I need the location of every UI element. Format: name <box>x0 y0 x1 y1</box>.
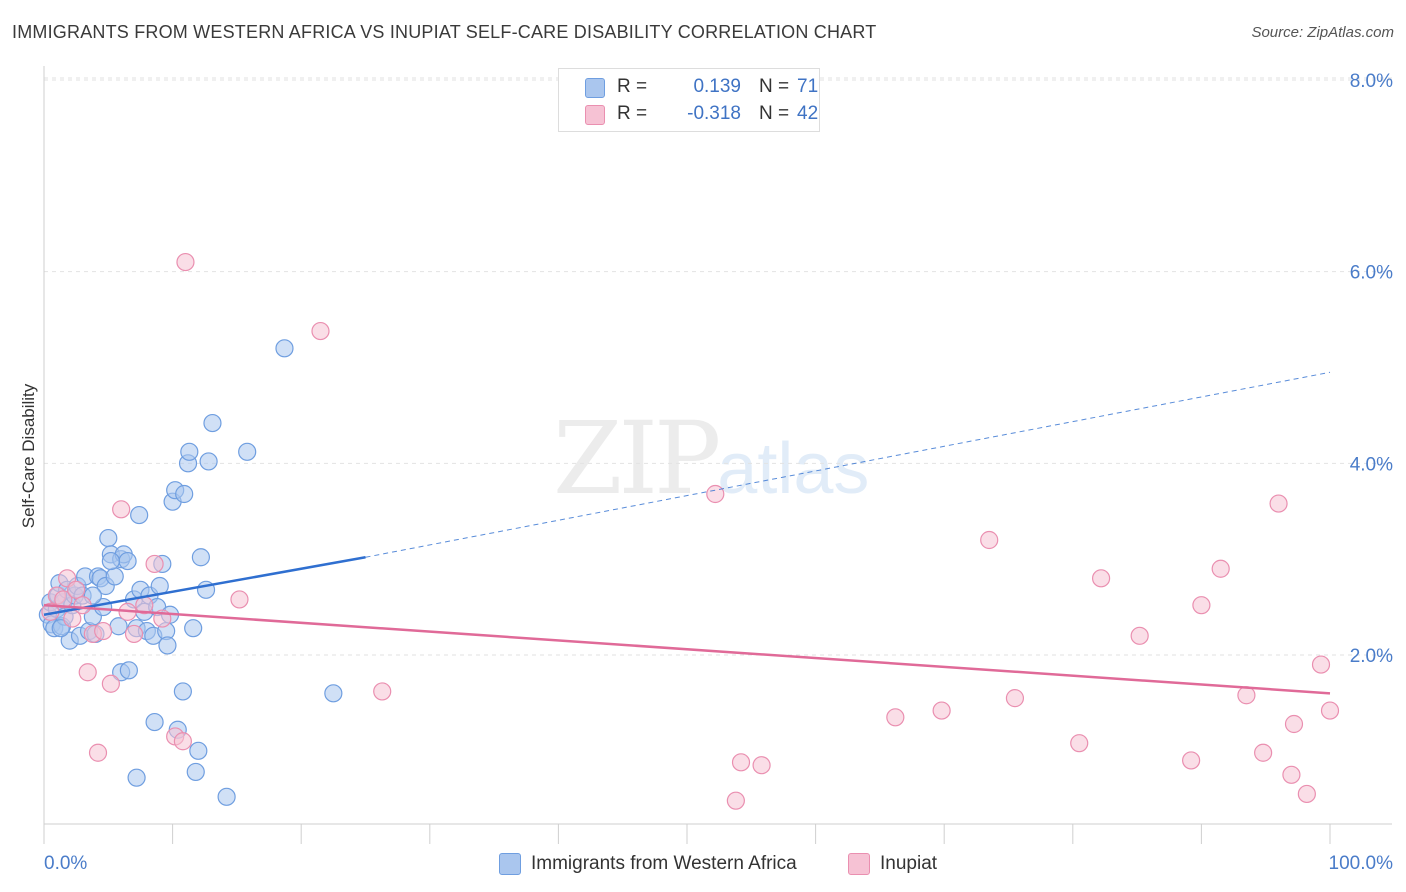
chart-title: IMMIGRANTS FROM WESTERN AFRICA VS INUPIA… <box>12 22 877 42</box>
legend-n-value: 71 <box>797 76 819 97</box>
point-western-africa <box>158 636 177 655</box>
point-inupiat <box>726 791 745 810</box>
y-tick-label: 6.0% <box>1350 263 1393 284</box>
point-inupiat <box>124 624 144 644</box>
trend-line-western-africa <box>43 556 366 616</box>
point-inupiat <box>176 252 195 272</box>
bottom-legend-label: Immigrants from Western Africa <box>531 853 797 874</box>
point-western-africa <box>118 551 137 571</box>
point-western-africa <box>130 505 149 525</box>
point-western-africa <box>324 684 343 703</box>
point-inupiat <box>1005 689 1025 708</box>
point-western-africa <box>191 548 210 567</box>
point-western-africa <box>99 528 118 548</box>
source-credit: Source: ZipAtlas.com <box>1251 24 1394 41</box>
point-inupiat <box>706 484 725 504</box>
bottom-legend-swatch-blue <box>499 853 521 875</box>
point-inupiat <box>1237 686 1256 705</box>
point-inupiat <box>94 621 113 641</box>
point-inupiat <box>980 530 999 550</box>
watermark-zip: ZIP <box>553 400 721 517</box>
point-western-africa <box>184 619 203 638</box>
point-inupiat <box>73 596 92 615</box>
point-inupiat <box>731 753 751 772</box>
label-layer: 2.0% 4.0% 6.0% 8.0% 0.0% 100.0% Self-Care Disa… <box>19 71 1393 874</box>
point-inupiat <box>145 554 164 574</box>
point-western-africa <box>217 787 236 806</box>
watermark: ZIPatlas <box>553 400 869 517</box>
grid-layer <box>44 77 1392 656</box>
point-inupiat <box>1284 714 1304 734</box>
y-axis-label: Self-Care Disability <box>19 383 38 528</box>
bottom-legend-swatch-pink <box>848 853 870 875</box>
x-tick-label: 100.0% <box>1329 853 1394 874</box>
point-western-africa <box>238 442 257 461</box>
point-western-africa <box>203 413 222 433</box>
trend-line-western-africa-extension <box>365 371 1331 558</box>
legend-n-label: N = <box>759 103 790 124</box>
point-inupiat <box>932 701 951 720</box>
points-layer <box>38 252 1340 810</box>
legend-r-value: -0.318 <box>687 103 741 124</box>
point-inupiat <box>173 732 192 751</box>
legend-n-value: 42 <box>797 103 819 124</box>
point-western-africa <box>145 712 164 732</box>
point-western-africa <box>105 567 124 586</box>
point-inupiat <box>88 743 108 762</box>
point-inupiat <box>1070 734 1089 753</box>
bottom-legend-label: Inupiat <box>880 853 938 874</box>
trend-layer <box>43 371 1331 695</box>
point-inupiat <box>1269 494 1288 513</box>
axis-layer <box>43 66 1392 844</box>
point-inupiat <box>112 500 131 519</box>
point-western-africa <box>186 762 205 782</box>
point-western-africa <box>173 682 192 701</box>
y-tick-label: 2.0% <box>1350 646 1393 667</box>
legend-n-label: N = <box>759 76 790 97</box>
point-inupiat <box>1211 559 1230 578</box>
point-inupiat <box>230 590 249 609</box>
legend-r-label: R = <box>617 76 648 97</box>
point-inupiat <box>1254 743 1273 762</box>
point-inupiat <box>1182 751 1201 770</box>
legend-swatch-pink <box>585 105 605 125</box>
point-inupiat <box>1311 655 1331 674</box>
trend-line-inupiat <box>43 603 1331 695</box>
point-inupiat <box>1320 701 1340 720</box>
point-western-africa <box>101 551 120 571</box>
x-tick-label: 0.0% <box>44 853 87 874</box>
point-western-africa <box>199 452 218 471</box>
watermark-atlas: atlas <box>717 429 870 509</box>
point-western-africa <box>119 661 138 680</box>
point-inupiat <box>67 580 86 599</box>
point-inupiat <box>1192 596 1211 615</box>
point-inupiat <box>1130 626 1149 645</box>
point-western-africa <box>189 741 208 760</box>
y-tick-label: 8.0% <box>1350 71 1393 92</box>
point-western-africa <box>275 339 294 358</box>
legend-r-label: R = <box>617 103 648 124</box>
legend-swatch-blue <box>585 78 605 98</box>
point-inupiat <box>54 590 73 609</box>
point-inupiat <box>78 663 97 682</box>
point-inupiat <box>101 674 120 693</box>
point-inupiat <box>373 682 392 701</box>
point-western-africa <box>127 768 146 787</box>
point-inupiat <box>886 708 905 727</box>
y-tick-label: 4.0% <box>1350 454 1393 475</box>
point-inupiat <box>1297 784 1316 804</box>
point-inupiat <box>1282 765 1301 784</box>
point-western-africa <box>180 442 199 461</box>
point-western-africa <box>175 484 194 504</box>
point-inupiat <box>1091 569 1111 588</box>
legend-r-value: 0.139 <box>693 76 741 97</box>
point-inupiat <box>311 321 330 341</box>
correlation-legend: R = 0.139 N = 71 R = -0.318 N = 42 <box>558 68 820 132</box>
point-inupiat <box>752 756 771 775</box>
